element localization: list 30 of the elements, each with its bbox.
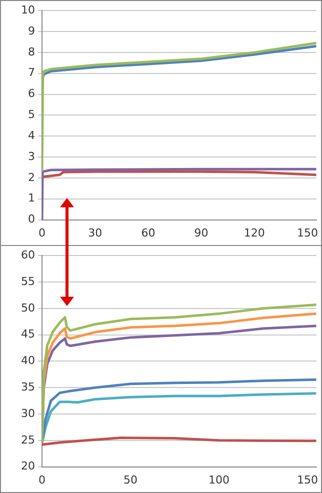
y-tick-label: 5 [28, 108, 35, 122]
x-tick-label: 150 [297, 226, 318, 240]
x-tick-label: 90 [194, 226, 208, 240]
y-tick-label: 40 [20, 354, 35, 368]
x-tick-label: 50 [124, 473, 138, 486]
y-tick-label: 60 [20, 248, 35, 262]
y-tick-label: 45 [20, 328, 35, 341]
y-tick-label: 25 [20, 433, 35, 446]
x-tick-label: 100 [208, 473, 230, 486]
y-tick-label: 30 [20, 406, 35, 420]
x-tick-label: 30 [88, 226, 102, 240]
y-tick-label: 10 [20, 3, 35, 16]
x-tick-label: 0 [38, 473, 46, 486]
x-tick-label: 60 [141, 226, 156, 240]
y-tick-label: 9 [28, 24, 35, 38]
y-tick-label: 1 [28, 192, 35, 205]
x-tick-label: 150 [297, 473, 318, 486]
y-tick-label: 55 [20, 274, 35, 288]
y-tick-label: 20 [20, 460, 35, 473]
y-tick-label: 7 [28, 66, 35, 80]
y-tick-label: 4 [28, 128, 35, 142]
y-tick-label: 0 [28, 212, 35, 226]
x-tick-label: 120 [244, 226, 265, 240]
x-tick-label: 0 [38, 226, 46, 240]
y-tick-label: 2 [28, 170, 35, 184]
y-tick-label: 35 [20, 380, 35, 394]
y-tick-label: 8 [28, 45, 35, 58]
y-tick-label: 50 [20, 301, 35, 314]
y-tick-label: 3 [28, 150, 35, 163]
y-tick-label: 6 [28, 87, 35, 100]
